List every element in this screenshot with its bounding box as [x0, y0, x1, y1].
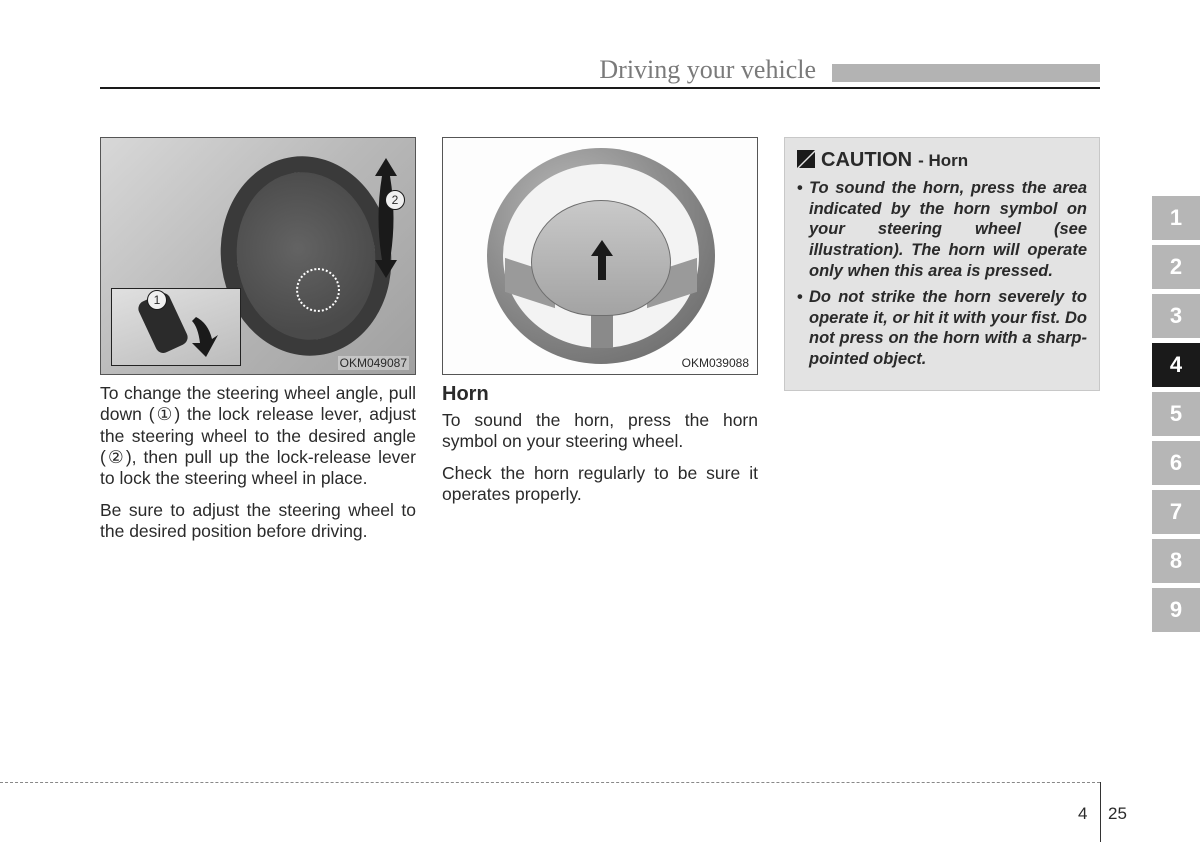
chapter-tabs: 1 2 3 4 5 6 7 8 9: [1152, 196, 1200, 632]
chapter-tab-5[interactable]: 5: [1152, 392, 1200, 436]
footer-chapter-number: 4: [1078, 804, 1087, 824]
paragraph: Be sure to adjust the steering wheel to …: [100, 500, 416, 543]
caution-item: Do not strike the horn severely to opera…: [797, 287, 1087, 370]
callout-marker-2: 2: [385, 190, 405, 210]
caution-subtitle: - Horn: [918, 151, 968, 171]
footer-divider: [1100, 782, 1101, 842]
left-body-text: To change the steering wheel angle, pull…: [100, 383, 416, 542]
caution-header: CAUTION - Horn: [797, 148, 1087, 172]
section-title: Driving your vehicle: [599, 55, 824, 85]
header-accent-bar: [832, 64, 1100, 82]
paragraph: To change the steering wheel angle, pull…: [100, 383, 416, 490]
chapter-tab-9[interactable]: 9: [1152, 588, 1200, 632]
caution-list: To sound the horn, press the area indica…: [797, 178, 1087, 370]
double-arrow-icon: [369, 158, 403, 278]
callout-marker-1: 1: [147, 290, 167, 310]
figure-code: OKM049087: [338, 356, 409, 370]
paragraph: To sound the horn, press the horn symbol…: [442, 410, 758, 453]
content-columns: 2 1 OKM049087 To change the steering whe…: [100, 137, 1100, 552]
figure-inset-lever: [111, 288, 241, 366]
caution-box: CAUTION - Horn To sound the horn, press …: [784, 137, 1100, 391]
chapter-tab-1[interactable]: 1: [1152, 196, 1200, 240]
figure-horn: OKM039088: [442, 137, 758, 375]
column-middle: OKM039088 Horn To sound the horn, press …: [442, 137, 758, 552]
horn-heading: Horn: [442, 383, 758, 406]
paragraph: Check the horn regularly to be sure it o…: [442, 463, 758, 506]
chapter-tab-4[interactable]: 4: [1152, 343, 1200, 387]
chapter-tab-8[interactable]: 8: [1152, 539, 1200, 583]
figure-steering-adjust: 2 1 OKM049087: [100, 137, 416, 375]
manual-page: Driving your vehicle 2 1 O: [100, 55, 1100, 552]
chapter-tab-6[interactable]: 6: [1152, 441, 1200, 485]
figure-code: OKM039088: [680, 356, 751, 370]
chapter-tab-2[interactable]: 2: [1152, 245, 1200, 289]
page-header: Driving your vehicle: [100, 55, 1100, 89]
caution-icon: [797, 150, 815, 168]
footer-page-number: 25: [1108, 804, 1127, 824]
chapter-tab-3[interactable]: 3: [1152, 294, 1200, 338]
column-right: CAUTION - Horn To sound the horn, press …: [784, 137, 1100, 552]
footer-rule: [0, 782, 1100, 783]
middle-body-text: To sound the horn, press the horn symbol…: [442, 410, 758, 505]
dotted-highlight-circle: [296, 268, 340, 312]
column-left: 2 1 OKM049087 To change the steering whe…: [100, 137, 416, 552]
chapter-tab-7[interactable]: 7: [1152, 490, 1200, 534]
up-arrow-icon: [591, 240, 613, 280]
caution-title: CAUTION: [821, 149, 912, 172]
down-arrow-icon: [188, 317, 218, 357]
caution-item: To sound the horn, press the area indica…: [797, 178, 1087, 281]
